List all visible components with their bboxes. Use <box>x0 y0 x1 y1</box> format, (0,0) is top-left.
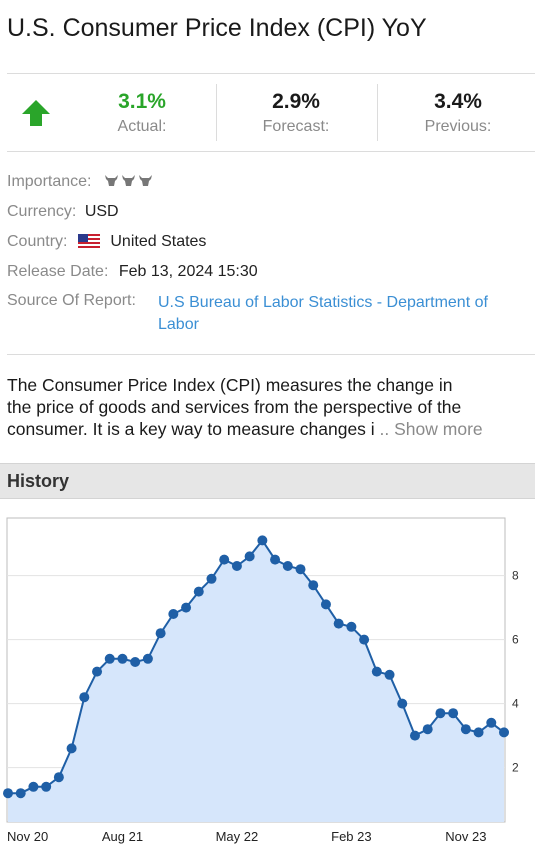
bull-icon <box>104 175 152 186</box>
history-title: History <box>7 471 70 491</box>
divider <box>7 354 535 355</box>
data-point <box>448 708 459 719</box>
data-point <box>92 666 103 677</box>
release-value: Feb 13, 2024 15:30 <box>118 263 258 280</box>
show-more-link[interactable]: .. Show more <box>379 419 483 439</box>
data-point <box>15 788 26 799</box>
previous-stat: 3.4% Previous: <box>383 74 533 151</box>
currency-label: Currency: <box>7 203 77 220</box>
data-point <box>130 657 141 667</box>
data-point <box>499 727 509 738</box>
us-flag-icon <box>77 234 100 248</box>
page-title: U.S. Consumer Price Index (CPI) YoY <box>7 14 427 42</box>
source-link-line1[interactable]: U.S Bureau of Labor Statistics - Departm… <box>158 294 488 311</box>
data-point <box>117 653 128 664</box>
source-row: Source Of Report: <box>7 292 136 310</box>
actual-label: Actual: <box>117 118 167 135</box>
description-line: The Consumer Price Index (CPI) measures … <box>7 375 453 395</box>
data-point <box>219 554 230 565</box>
data-point <box>257 535 268 546</box>
data-point <box>41 781 52 792</box>
data-point <box>79 692 90 703</box>
source-link[interactable]: U.S Bureau of Labor Statistics - Departm… <box>158 292 488 336</box>
data-point <box>371 666 382 677</box>
y-tick-label: 6 <box>512 633 519 647</box>
data-point <box>473 727 484 738</box>
x-tick-label: Aug 21 <box>102 829 143 844</box>
data-point <box>155 628 166 639</box>
data-point <box>308 580 319 591</box>
data-point <box>333 618 344 629</box>
data-point <box>346 621 357 632</box>
history-header: History <box>0 463 535 499</box>
previous-value: 3.4% <box>434 90 482 113</box>
data-point <box>168 609 179 619</box>
forecast-stat: 2.9% Forecast: <box>221 74 371 151</box>
history-chart: 2 4 6 8 Nov 20 Aug 21 May 22 Feb 23 Nov 23 <box>3 517 519 844</box>
importance-label: Importance: <box>7 173 92 190</box>
currency-row: Currency: USD <box>7 203 119 221</box>
data-point <box>409 730 420 741</box>
divider <box>216 84 217 141</box>
x-tick-label: Nov 20 <box>7 829 48 844</box>
release-row: Release Date: Feb 13, 2024 15:30 <box>7 263 258 281</box>
data-point <box>104 653 115 664</box>
data-point <box>435 708 446 719</box>
actual-stat: 3.1% Actual: <box>67 74 217 151</box>
data-point <box>460 724 471 735</box>
x-tick-label: Nov 23 <box>445 829 486 844</box>
x-tick-label: Feb 23 <box>331 829 371 844</box>
y-tick-label: 8 <box>512 569 519 583</box>
data-point <box>206 573 217 584</box>
previous-label: Previous: <box>424 118 492 135</box>
country-label: Country: <box>7 233 68 250</box>
data-point <box>53 772 64 783</box>
data-point <box>295 564 306 575</box>
data-point <box>282 561 293 571</box>
forecast-value: 2.9% <box>272 90 320 113</box>
x-tick-label: May 22 <box>216 829 259 844</box>
data-point <box>28 781 39 792</box>
data-point <box>3 788 13 799</box>
chart-line <box>8 538 505 795</box>
data-point <box>142 653 153 664</box>
forecast-label: Forecast: <box>262 118 330 135</box>
release-label: Release Date: <box>7 263 109 280</box>
chart-area <box>8 540 504 822</box>
data-point <box>320 599 331 610</box>
data-point <box>397 698 408 709</box>
country-value: United States <box>110 233 207 250</box>
data-point <box>193 586 204 597</box>
data-point <box>181 602 192 613</box>
description-line: consumer. It is a key way to measure cha… <box>7 419 375 439</box>
description: The Consumer Price Index (CPI) measures … <box>7 374 531 440</box>
divider <box>377 84 378 141</box>
source-label: Source Of Report: <box>7 292 136 309</box>
data-point <box>486 717 497 728</box>
arrow-up-icon <box>22 100 50 126</box>
data-point <box>384 669 395 680</box>
stats-panel: 3.1% Actual: 2.9% Forecast: 3.4% Previou… <box>7 73 535 152</box>
data-point <box>231 561 242 571</box>
country-row: Country: United States <box>7 233 206 251</box>
data-point <box>422 724 433 735</box>
description-line: the price of goods and services from the… <box>7 397 462 417</box>
currency-value: USD <box>84 203 119 220</box>
data-point <box>270 554 281 565</box>
actual-value: 3.1% <box>118 90 166 113</box>
data-point <box>66 743 77 754</box>
y-tick-label: 4 <box>512 697 519 711</box>
data-point <box>359 634 370 645</box>
y-tick-label: 2 <box>512 761 519 775</box>
source-link-line2[interactable]: Labor <box>158 316 199 333</box>
data-point <box>244 551 255 562</box>
importance-row: Importance: <box>7 173 154 191</box>
